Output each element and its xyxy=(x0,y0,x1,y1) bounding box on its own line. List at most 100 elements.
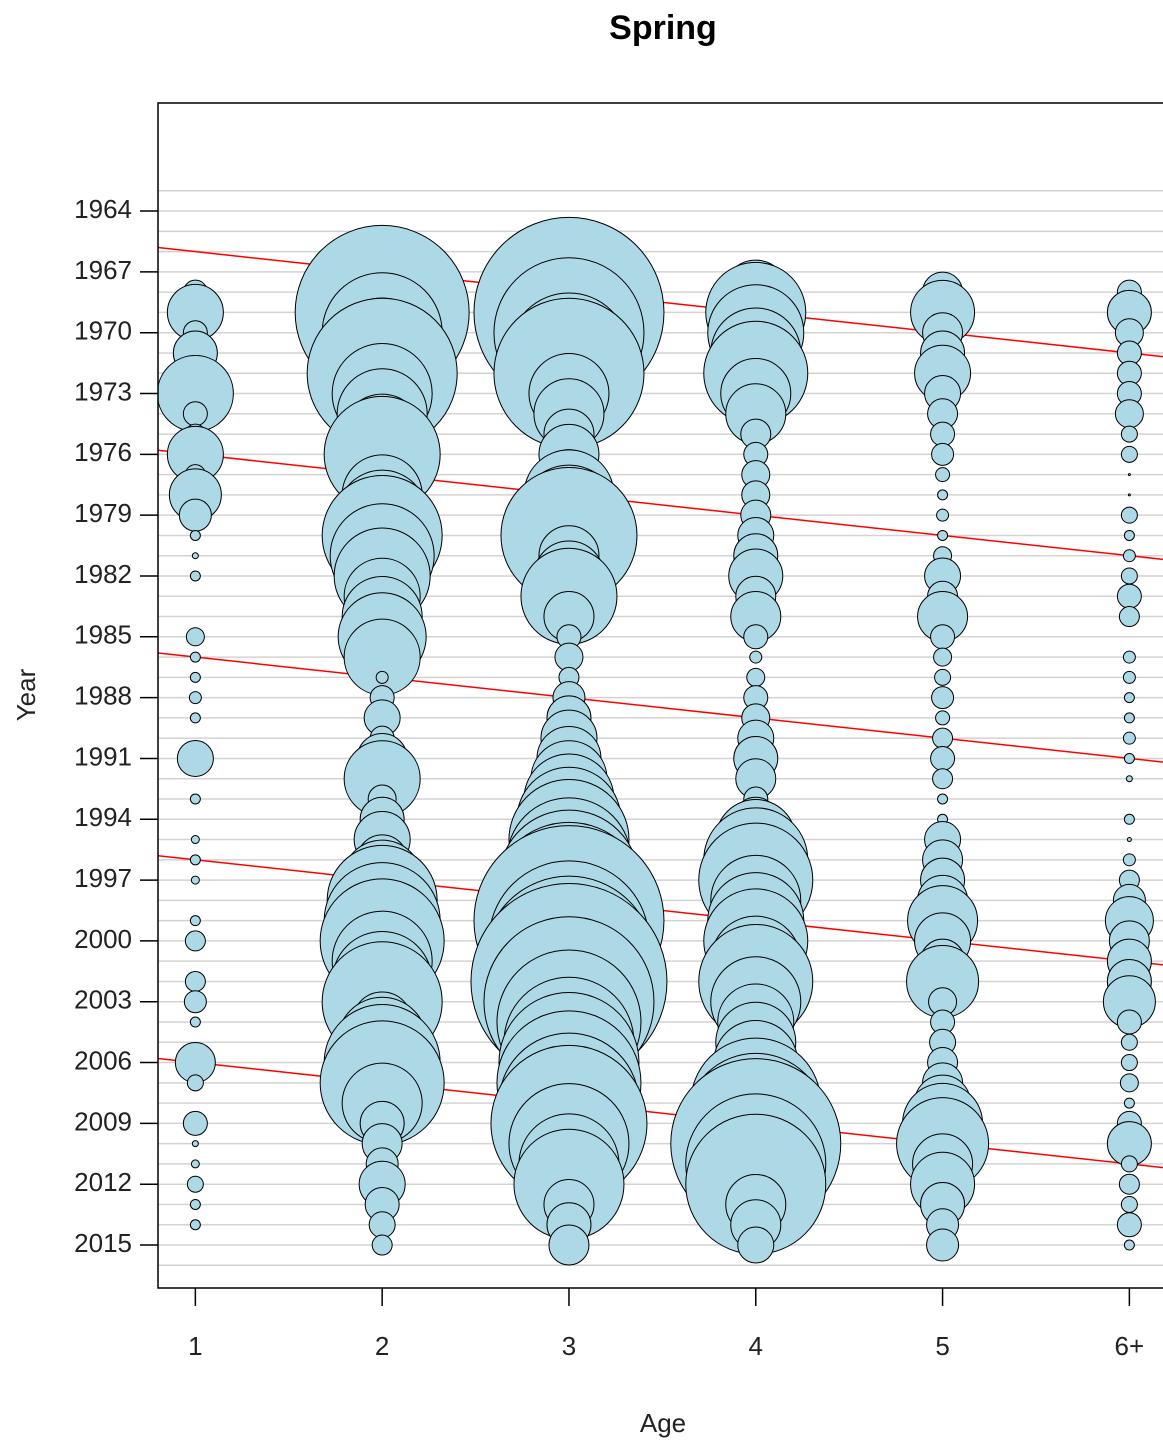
bubbles xyxy=(158,216,1156,1266)
y-tick-label: 1970 xyxy=(74,316,132,346)
bubble xyxy=(935,467,951,483)
y-tick-label: 2015 xyxy=(74,1228,132,1258)
y-tick-label: 1976 xyxy=(74,437,132,467)
bubble xyxy=(936,508,950,522)
bubble xyxy=(189,1016,201,1028)
bubble xyxy=(1118,1173,1140,1195)
bubble xyxy=(189,793,201,805)
bubble xyxy=(186,1074,204,1092)
bubble xyxy=(926,1228,960,1262)
bubble xyxy=(1123,692,1135,704)
bubble xyxy=(185,627,205,647)
bubble xyxy=(937,489,949,501)
y-tick-label: 2006 xyxy=(74,1045,132,1075)
bubble xyxy=(931,686,955,710)
bubble xyxy=(1122,731,1136,745)
bubble xyxy=(190,875,200,885)
y-tick-label: 1967 xyxy=(74,255,132,285)
y-tick-label: 1988 xyxy=(74,681,132,711)
x-tick-label: 1 xyxy=(188,1331,202,1361)
bubble xyxy=(931,442,955,466)
y-tick-label: 1994 xyxy=(74,802,132,832)
y-tick-label: 2012 xyxy=(74,1167,132,1197)
bubble xyxy=(189,1198,201,1210)
bubble xyxy=(746,667,766,687)
cohort-line xyxy=(158,1057,1163,1169)
bubble xyxy=(182,401,208,427)
bubble xyxy=(930,421,956,447)
y-axis-label: Year xyxy=(11,668,41,721)
bubble xyxy=(182,1110,208,1136)
y-tick-label: 1964 xyxy=(74,194,132,224)
bubble xyxy=(189,570,201,582)
bubble xyxy=(930,745,956,771)
bubble xyxy=(371,1234,393,1256)
bubble xyxy=(191,1140,199,1148)
bubble xyxy=(1127,493,1131,497)
bubble xyxy=(737,1226,775,1264)
bubble xyxy=(184,970,206,992)
bubble xyxy=(1114,399,1144,429)
bubble xyxy=(1123,1097,1135,1109)
bubble xyxy=(1116,583,1142,609)
bubble xyxy=(190,835,200,845)
bubble xyxy=(1120,506,1138,524)
bubble xyxy=(1123,1239,1135,1251)
y-tick-label: 1985 xyxy=(74,620,132,650)
bubble xyxy=(375,670,389,684)
x-tick-label: 4 xyxy=(749,1331,763,1361)
x-tick-label: 3 xyxy=(562,1331,576,1361)
bubble xyxy=(190,1159,200,1169)
cohort-line xyxy=(158,449,1163,561)
y-tick-label: 1982 xyxy=(74,559,132,589)
y-tick-label: 2009 xyxy=(74,1106,132,1136)
bubble xyxy=(189,854,201,866)
bubble xyxy=(1116,1009,1142,1035)
bubble xyxy=(1120,445,1138,463)
bubble xyxy=(932,727,954,749)
bubble xyxy=(189,915,201,927)
bubble xyxy=(743,624,769,650)
bubble xyxy=(1122,670,1136,684)
plot-frame xyxy=(157,102,1163,1289)
x-tick-label: 5 xyxy=(935,1331,949,1361)
y-tick-label: 1973 xyxy=(74,376,132,406)
bubble xyxy=(1125,775,1133,783)
bubble xyxy=(1122,650,1136,664)
bubble xyxy=(937,529,949,541)
bubble xyxy=(1120,1054,1138,1072)
bubble xyxy=(176,739,214,777)
bubble xyxy=(1123,813,1135,825)
bubble xyxy=(1122,549,1136,563)
axes: 1964 1967 1970 1973 1976 1979 1982 1985 1988 1991… xyxy=(74,194,1144,1361)
bubble xyxy=(1118,606,1140,628)
bubble xyxy=(1120,425,1138,443)
y-tick-label: 1997 xyxy=(74,863,132,893)
bubble xyxy=(935,710,951,726)
bubble xyxy=(368,1211,396,1239)
bubble xyxy=(749,650,763,664)
bubble xyxy=(1123,752,1135,764)
bubble xyxy=(933,647,953,667)
bubble xyxy=(1120,1033,1138,1051)
bubble xyxy=(1122,853,1136,867)
bubble xyxy=(1120,1155,1138,1173)
bubble xyxy=(178,498,212,532)
bubble xyxy=(937,793,949,805)
bubble xyxy=(184,930,206,952)
cohort-line xyxy=(158,652,1163,763)
bubble xyxy=(189,712,201,724)
bubble xyxy=(183,990,207,1014)
y-tick-label: 1979 xyxy=(74,498,132,528)
bubble xyxy=(1119,1073,1139,1093)
bubble xyxy=(189,1219,201,1231)
y-tick-label: 2000 xyxy=(74,924,132,954)
x-axis-label: Age xyxy=(640,1408,686,1438)
bubble xyxy=(930,624,956,650)
bubble xyxy=(1120,567,1138,585)
bubble xyxy=(189,651,201,663)
bubble xyxy=(189,529,201,541)
bubble xyxy=(1123,712,1135,724)
bubble xyxy=(186,1175,204,1193)
